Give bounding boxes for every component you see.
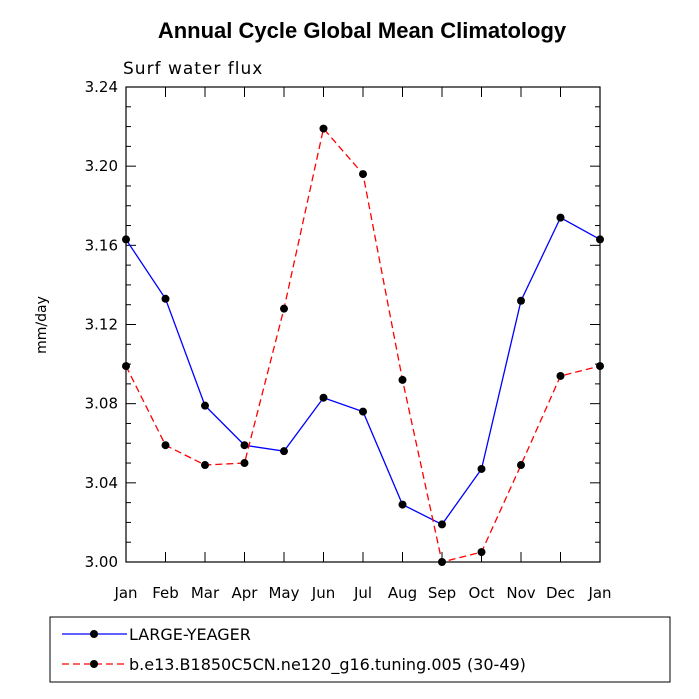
legend-marker-1 [90,630,98,638]
series-2-point [319,124,328,133]
x-tick-label: Jul [353,584,372,602]
x-tick-label: Sep [428,584,456,602]
y-tick-label: 3.24 [85,78,118,96]
chart-subtitle: Surf water flux [123,59,263,79]
x-tick-label: Aug [388,584,417,602]
series-1-point [477,464,486,473]
series-2-point [359,170,367,179]
series-1-point [240,441,249,450]
y-tick-label: 3.04 [85,474,118,492]
series-2-point [556,371,565,380]
x-tick-label: Feb [152,584,179,602]
series-2-point [240,459,249,468]
series-2-point [280,304,288,313]
series-2-point [477,548,486,557]
y-tick-label: 3.12 [85,316,118,334]
legend-box [49,616,671,683]
x-tick-label: Oct [469,584,495,602]
y-tick-label: 3.00 [85,553,118,571]
series-line-1 [125,216,601,526]
x-tick-label: Mar [191,584,220,602]
chart-title: Annual Cycle Global Mean Climatology [158,18,567,43]
series-2-point [161,441,170,450]
plot-frame [125,86,601,563]
series-1-point [201,401,209,410]
series-1-point [398,500,407,509]
legend-label-1: LARGE-YEAGER [129,625,251,644]
x-tick-label: Nov [506,584,535,602]
series-1-point [319,393,328,402]
series-1-point [280,447,288,456]
legend-marker-2 [90,660,98,668]
y-axis-label: mm/day [34,296,50,354]
x-tick-label: Jun [311,584,335,602]
series-1-point [556,213,565,222]
series-1-point [161,294,170,303]
y-tick-label: 3.08 [85,395,118,413]
x-tick-label: Jan [113,584,137,602]
series-2-point [596,362,604,371]
series-1-point [122,235,130,244]
series-2-point [398,375,407,384]
series-2-point [122,362,130,371]
series-line-2 [125,127,601,563]
x-tick-label: May [268,584,299,602]
series-2-point [438,558,446,566]
series-1-point [596,235,604,244]
y-tick-label: 3.20 [85,157,118,175]
series-2-point [201,461,209,470]
x-tick-label: Apr [232,584,259,602]
series-1-point [517,296,525,305]
series-1-point [359,407,367,416]
x-tick-label: Dec [546,584,575,602]
series-1-point [438,520,446,529]
legend-label-2: b.e13.B1850C5CN.ne120_g16.tuning.005 (30… [129,655,526,675]
y-tick-label: 3.16 [85,236,118,254]
series-2-point [517,461,525,470]
x-tick-label: Jan [587,584,611,602]
